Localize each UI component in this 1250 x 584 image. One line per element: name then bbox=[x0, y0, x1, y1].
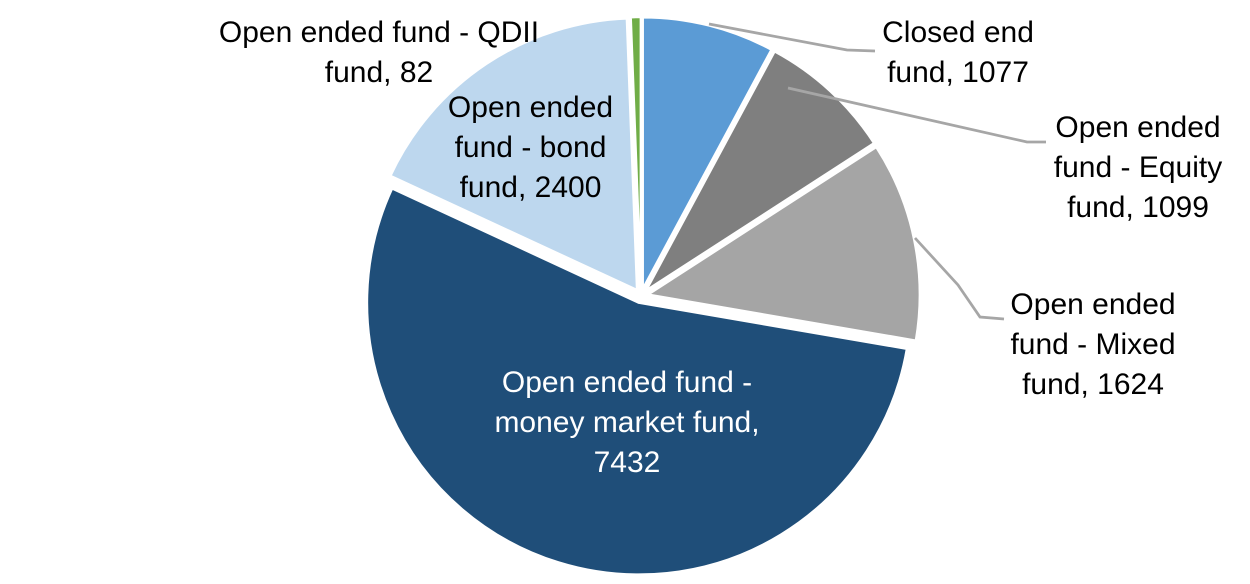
label-line: fund, 2400 bbox=[459, 171, 602, 204]
label-line: Open ended bbox=[447, 91, 614, 124]
label-line: fund - Equity bbox=[1053, 151, 1223, 184]
label-equity-fund: Open ended fund - Equity fund, 1099 bbox=[1040, 108, 1236, 228]
label-line: 7432 bbox=[593, 446, 661, 479]
pie-slice-bond-fund bbox=[389, 17, 639, 292]
label-line: fund, 1077 bbox=[887, 56, 1029, 89]
pie-slice-money-market-fund bbox=[365, 187, 909, 576]
label-line: Open ended fund - QDII bbox=[218, 16, 540, 49]
pie-slice-qdii-fund bbox=[629, 15, 643, 291]
leader-line-mixed-fund bbox=[913, 237, 1005, 321]
label-line: Open ended bbox=[1010, 288, 1176, 321]
label-line: fund, 1624 bbox=[1022, 368, 1164, 401]
label-line: fund, 82 bbox=[324, 56, 434, 89]
label-line: fund - Mixed bbox=[1010, 328, 1176, 361]
label-line: Open ended fund - bbox=[501, 366, 753, 399]
pie-slice-equity-fund bbox=[644, 50, 876, 293]
label-mixed-fund: Open ended fund - Mixed fund, 1624 bbox=[995, 285, 1191, 405]
label-money-market-fund: Open ended fund - money market fund, 743… bbox=[482, 363, 772, 483]
label-closed-end-fund: Closed end fund, 1077 bbox=[858, 13, 1058, 93]
label-line: fund, 1099 bbox=[1067, 191, 1209, 224]
label-line: Closed end bbox=[882, 16, 1034, 49]
label-qdii-fund: Open ended fund - QDII fund, 82 bbox=[199, 13, 559, 93]
label-line: Open ended bbox=[1055, 111, 1221, 144]
label-line: fund - bond bbox=[454, 131, 607, 164]
pie-slice-mixed-fund bbox=[646, 145, 922, 342]
leader-line-equity-fund bbox=[787, 86, 1046, 144]
label-line: money market fund, bbox=[494, 406, 760, 439]
label-bond-fund: Open ended fund - bond fund, 2400 bbox=[433, 88, 628, 208]
leader-line-closed-end-fund bbox=[708, 22, 876, 53]
pie-slice-closed-end-fund bbox=[641, 15, 773, 291]
